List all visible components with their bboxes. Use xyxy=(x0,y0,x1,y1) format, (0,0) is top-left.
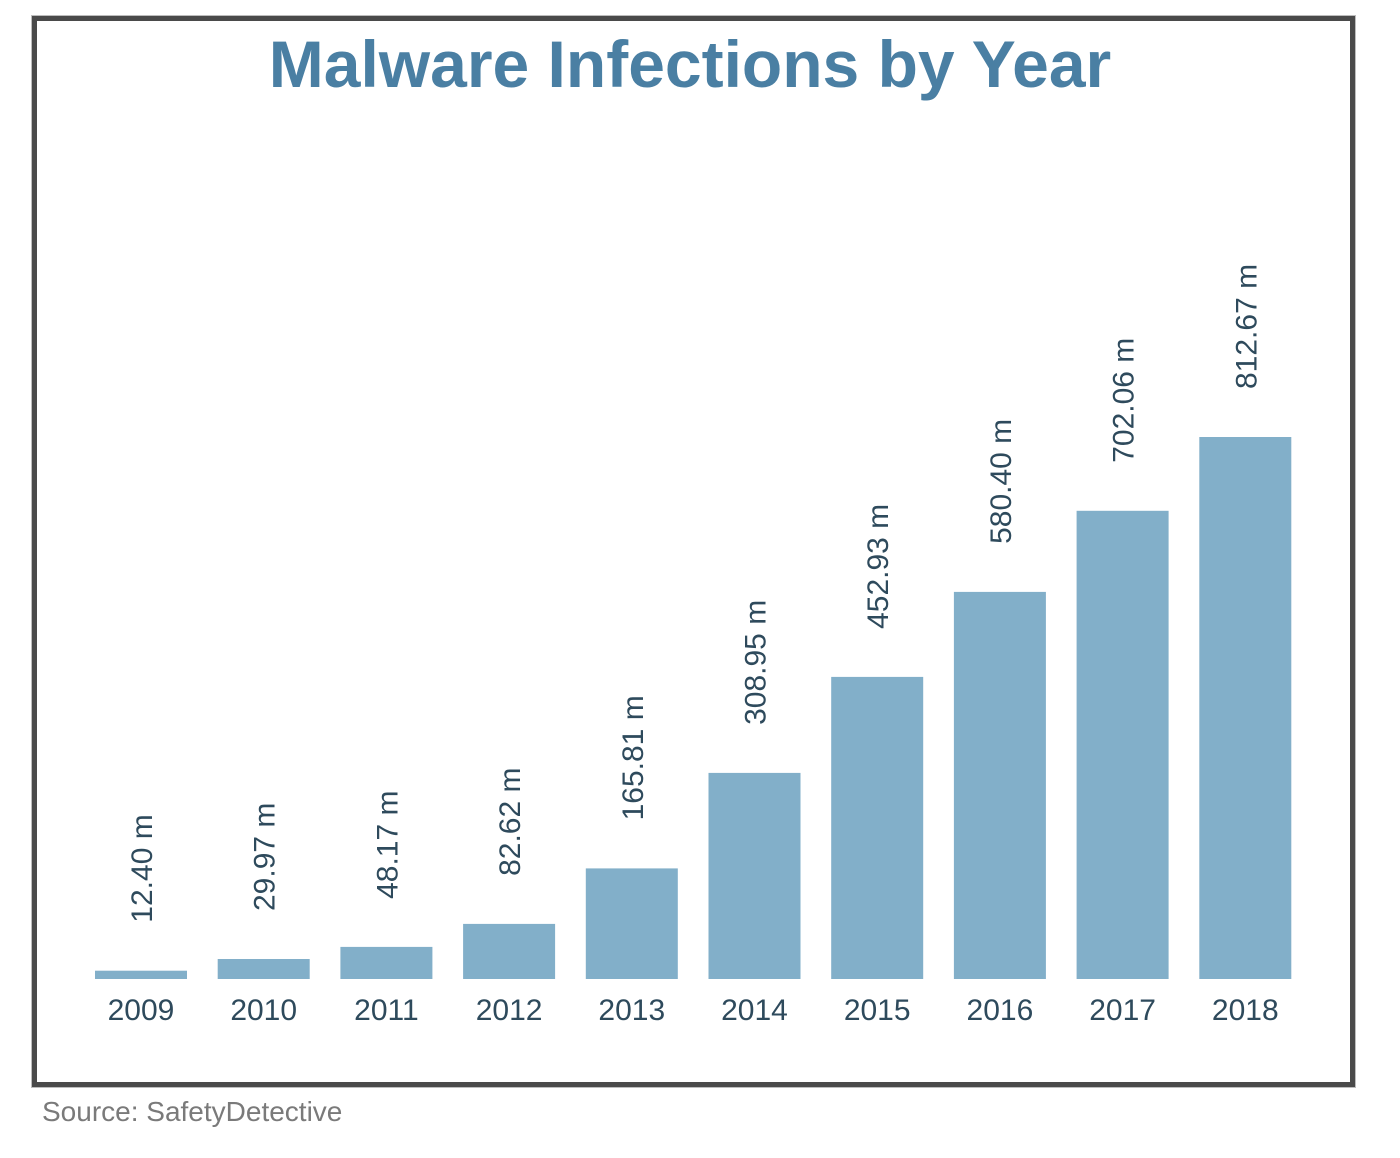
x-tick-label-2012: 2012 xyxy=(476,994,543,1027)
data-label-2017: 702.06 m xyxy=(1108,338,1141,463)
x-tick-label-2017: 2017 xyxy=(1089,994,1156,1027)
bar-2014 xyxy=(708,772,801,979)
x-tick-label-2016: 2016 xyxy=(967,994,1034,1027)
data-label-2009: 12.40 m xyxy=(126,814,159,922)
bar-2012 xyxy=(463,923,556,979)
data-label-2015: 452.93 m xyxy=(862,504,895,629)
x-tick-label-2014: 2014 xyxy=(721,994,788,1027)
bar-2015 xyxy=(831,676,924,979)
chart-frame: 2009 12.40 m 2010 29.97 m 2011 48.17 m 2012 82.… xyxy=(32,16,1355,1087)
bar-chart: 2009 12.40 m 2010 29.97 m 2011 48.17 m 2012 82.… xyxy=(95,264,1292,1027)
data-label-2018: 812.67 m xyxy=(1230,264,1263,389)
data-label-2014: 308.95 m xyxy=(740,600,773,725)
x-tick-label-2011: 2011 xyxy=(354,994,419,1027)
data-label-2010: 29.97 m xyxy=(249,803,282,911)
data-label-2011: 48.17 m xyxy=(371,790,404,898)
chart-title: Malware Infections by Year xyxy=(268,27,1112,101)
x-tick-label-2015: 2015 xyxy=(844,994,911,1027)
data-label-2016: 580.40 m xyxy=(985,419,1018,544)
data-label-2013: 165.81 m xyxy=(617,695,650,820)
x-tick-label-2018: 2018 xyxy=(1212,994,1279,1027)
bar-2013 xyxy=(585,868,678,979)
bar-2010 xyxy=(217,959,310,979)
x-tick-label-2009: 2009 xyxy=(108,994,175,1027)
x-tick-label-2013: 2013 xyxy=(598,994,665,1027)
bar-2009 xyxy=(95,970,187,979)
data-label-2012: 82.62 m xyxy=(494,767,527,875)
bar-2016 xyxy=(953,591,1046,979)
source-caption: Source: SafetyDetective xyxy=(42,1096,343,1127)
bar-2018 xyxy=(1199,437,1292,979)
x-tick-label-2010: 2010 xyxy=(230,994,297,1027)
bar-2011 xyxy=(340,946,433,979)
bar-2017 xyxy=(1076,510,1169,979)
